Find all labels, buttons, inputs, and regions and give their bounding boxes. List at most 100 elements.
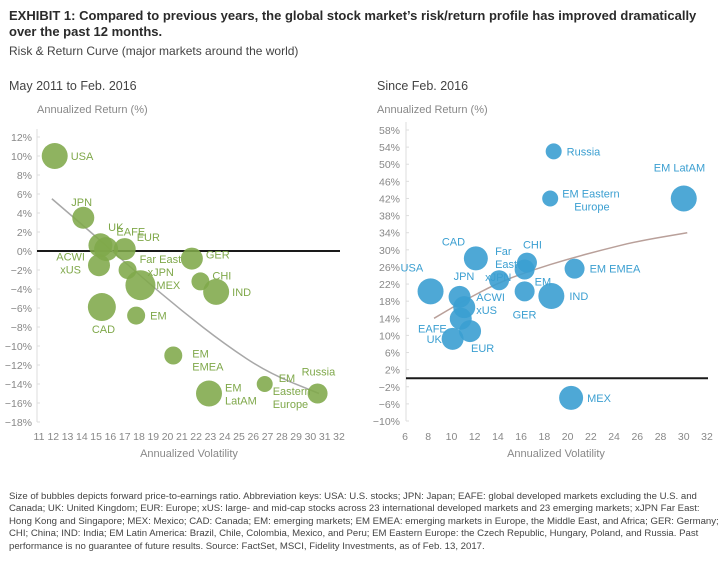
y-axis-title: Annualized Return (%): [37, 104, 148, 116]
bubble-label-line: USA: [401, 262, 424, 274]
bubble-label-line: EM: [535, 277, 552, 289]
y-tick-label: 10%: [11, 151, 32, 163]
bubble-label: JPN: [454, 271, 475, 283]
x-tick-label: 14: [76, 431, 88, 443]
bubble-label: GER: [206, 250, 230, 262]
y-tick-label: 50%: [379, 159, 400, 171]
bubble-label: JPN: [71, 197, 92, 209]
bubble-label-line: EUR: [471, 343, 494, 355]
bubble-label-line: EM EMEA: [590, 264, 641, 276]
bubble-label-line: EM: [279, 373, 296, 385]
y-tick-label: −6%: [379, 399, 400, 411]
bubble-label: CHI: [212, 270, 231, 282]
y-tick-label: 12%: [11, 132, 32, 144]
bubble-label-line: EM LatAM: [654, 162, 705, 174]
bubble-label: EM LatAM: [225, 383, 257, 408]
x-tick-label: 27: [262, 431, 274, 443]
x-tick-label: 28: [655, 431, 667, 443]
y-tick-label: 38%: [379, 211, 400, 223]
bubble-label: MEX: [587, 393, 612, 405]
bubble-label-line: East: [495, 259, 517, 271]
x-tick-label: 6: [402, 431, 408, 443]
bubble-eur: [459, 320, 482, 343]
y-tick-label: 58%: [379, 125, 400, 137]
right-panel-title: Since Feb. 2016: [377, 79, 469, 93]
x-tick-label: 30: [678, 431, 690, 443]
x-tick-label: 21: [176, 431, 188, 443]
y-tick-label: −14%: [5, 379, 32, 391]
bubble-label-line: Eastern: [273, 386, 311, 398]
bubble-label: EM EMEA: [192, 349, 224, 374]
y-tick-label: 34%: [379, 228, 400, 240]
bubble-russia: [307, 383, 328, 404]
y-tick-label: −8%: [11, 322, 32, 334]
bubble-em-latam: [670, 185, 697, 212]
bubble-ind: [538, 283, 565, 310]
bubble-ger: [514, 281, 535, 302]
exhibit-title: EXHIBIT 1: Compared to previous years, t…: [9, 8, 697, 39]
bubble-label-line: Far: [495, 246, 512, 258]
bubble-label-line: EMEA: [192, 362, 224, 374]
bubble-label-line: JPN: [454, 271, 475, 283]
bubble-label: IND: [569, 291, 588, 303]
x-tick-label: 20: [162, 431, 174, 443]
y-tick-label: −16%: [5, 398, 32, 410]
bubble-label-line: MEX: [156, 280, 181, 292]
risk-return-charts: 12% 10% 8% 6% 4% 2% 0% −2% −4% −6% −8% −10% −12% −14%…: [5, 104, 713, 460]
bubble-usa: [417, 278, 444, 305]
bubble-label: EUR: [471, 343, 494, 355]
bubble-label: USA: [401, 262, 424, 274]
x-tick-label: 16: [105, 431, 117, 443]
bubble-em-eastern-europe: [542, 190, 559, 207]
bubble-label: CAD: [442, 236, 465, 248]
x-tick-label: 25: [233, 431, 245, 443]
bubble-em: [127, 306, 146, 325]
bubble-label: EAFE: [418, 324, 447, 336]
bubble-acwi-xus: [88, 254, 110, 277]
bubble-eur: [113, 238, 136, 261]
bubble-label-line: JPN: [71, 197, 92, 209]
x-tick-label: 15: [90, 431, 102, 443]
bubble-jpn: [72, 206, 95, 229]
x-tick-label: 10: [446, 431, 458, 443]
bubble-label: GER: [513, 309, 537, 321]
x-axis-title: Annualized Volatility: [507, 448, 605, 460]
bubble-label: UK: [108, 222, 124, 234]
bubble-label: CHI: [523, 240, 542, 252]
y-tick-label: −6%: [11, 303, 32, 315]
chart-left: 12% 10% 8% 6% 4% 2% 0% −2% −4% −6% −8% −10% −12% −14%…: [5, 104, 345, 460]
bubble-label-line: MEX: [587, 393, 612, 405]
y-tick-label: 42%: [379, 193, 400, 205]
y-tick-label: 54%: [379, 142, 400, 154]
bubble-ger: [180, 247, 203, 270]
left-panel-title: May 2011 to Feb. 2016: [9, 79, 137, 93]
trend-curve: [433, 231, 688, 319]
y-tick-label: 2%: [17, 227, 32, 239]
y-axis-title: Annualized Return (%): [377, 104, 488, 116]
y-tick-label: 30%: [379, 245, 400, 257]
bubble-label-line: EAFE: [418, 324, 447, 336]
y-tick-label: 18%: [379, 296, 400, 308]
bubble-label-line: IND: [569, 291, 588, 303]
x-tick-label: 30: [305, 431, 317, 443]
x-tick-label: 32: [333, 431, 345, 443]
bubble-label: Far East xJPN: [140, 254, 182, 279]
bubble-label-line: Russia: [567, 146, 602, 158]
bubble-label: ACWI xUS: [476, 292, 505, 317]
y-tick-label: 4%: [17, 208, 32, 220]
bubble-label: EUR: [137, 232, 160, 244]
y-tick-label: 10%: [379, 330, 400, 342]
y-tick-label: 6%: [385, 348, 400, 360]
bubble-em-eastern-europe: [256, 376, 273, 392]
y-tick-label: −10%: [5, 341, 32, 353]
bubble-label: EM LatAM: [654, 162, 705, 174]
y-tick-label: −4%: [11, 284, 32, 296]
bubble-label-line: UK: [427, 334, 443, 346]
bubble-cad: [87, 293, 116, 322]
y-tick-label: −12%: [5, 360, 32, 372]
bubble-label: Russia: [567, 146, 602, 158]
exhibit-subtitle: Risk & Return Curve (major markets aroun…: [9, 44, 299, 58]
x-tick-label: 26: [631, 431, 643, 443]
bubble-mex: [559, 385, 584, 410]
bubble-label-line: Russia: [302, 367, 337, 379]
